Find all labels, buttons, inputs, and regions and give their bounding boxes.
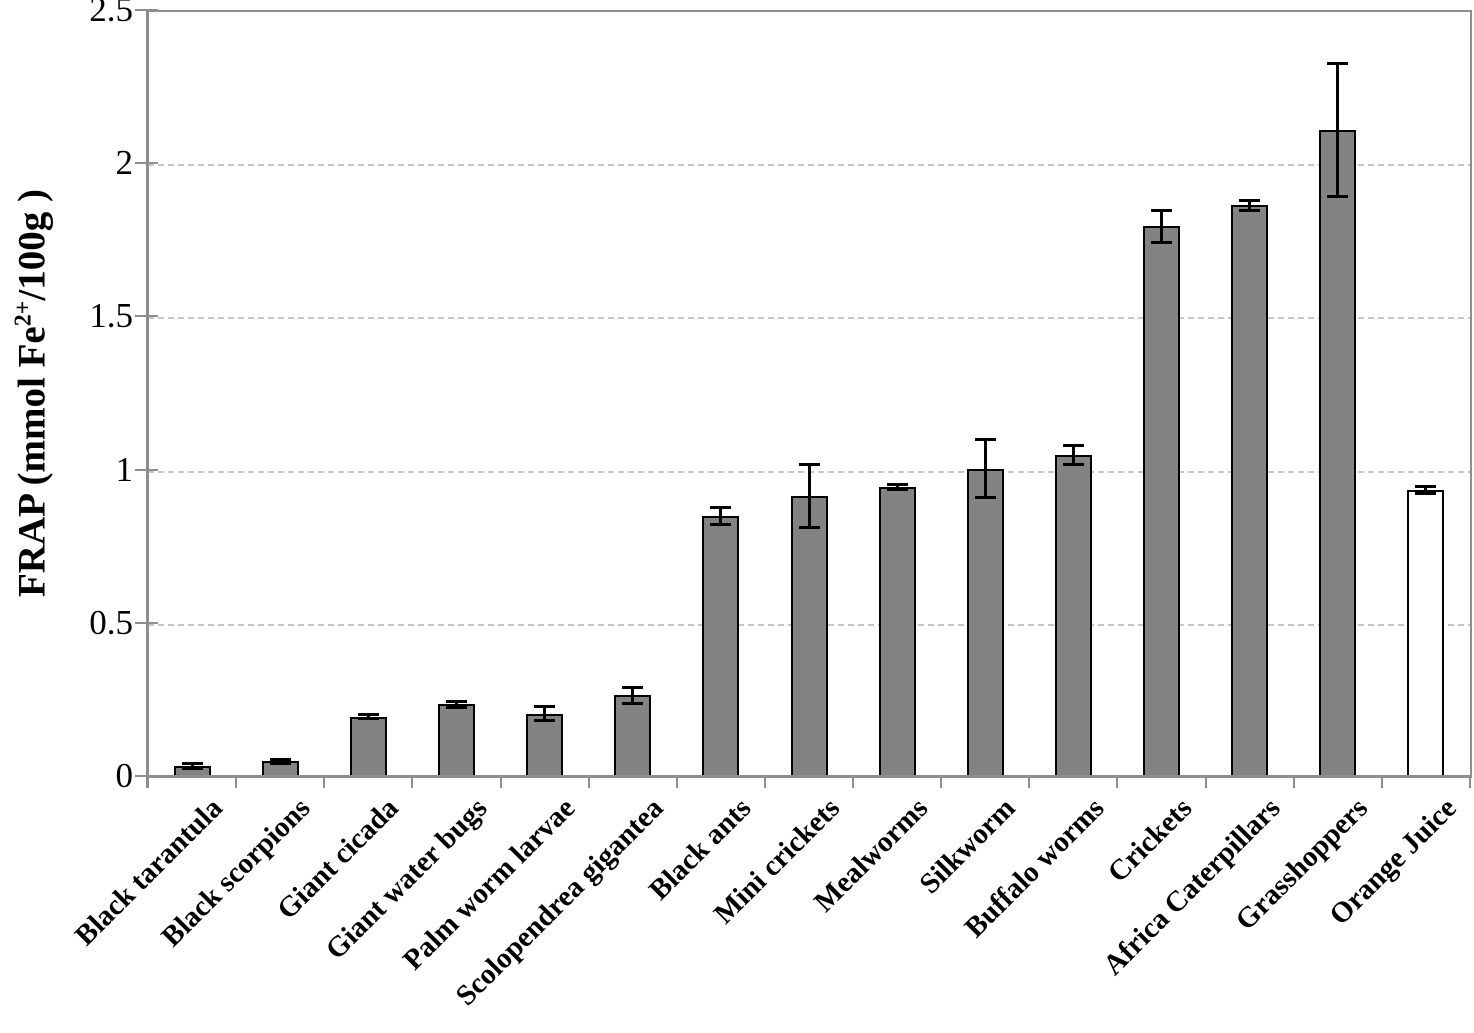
error-bar-cap-top	[357, 713, 379, 717]
error-bar	[454, 700, 458, 709]
y-tick-label: 1.5	[89, 296, 133, 336]
error-bar-cap-top	[622, 685, 644, 689]
error-bar	[895, 483, 899, 490]
bar	[1231, 205, 1269, 778]
y-tick-label: 2	[115, 143, 134, 183]
error-bar-cap-bottom	[886, 487, 908, 491]
error-bar	[543, 705, 547, 722]
error-bar-cap-top	[1062, 443, 1084, 447]
error-bar	[278, 758, 282, 764]
y-axis-title: FRAP (mmol Fe2+/100g )	[10, 189, 55, 597]
error-bar	[366, 714, 370, 720]
error-bar-cap-bottom	[181, 766, 203, 770]
x-axis-tick	[1204, 776, 1207, 788]
error-bar-cap-bottom	[710, 523, 732, 527]
x-axis-tick	[1116, 776, 1119, 788]
error-bar-cap-top	[974, 438, 996, 442]
error-bar-cap-top	[1239, 198, 1261, 202]
x-axis-tick	[940, 776, 943, 788]
error-bar	[1248, 199, 1252, 211]
y-axis-tick-0.5	[135, 621, 158, 624]
x-axis-tick	[1028, 776, 1031, 788]
y-axis-tick-2	[135, 162, 158, 165]
y-axis-tick-2.5	[135, 9, 158, 11]
y-axis-title-suffix: /100g )	[10, 188, 54, 301]
error-bar-cap-bottom	[1327, 195, 1349, 199]
error-bar-cap-top	[1151, 208, 1173, 212]
bar	[702, 516, 740, 778]
error-bar	[631, 686, 635, 704]
error-bar-cap-top	[1327, 61, 1349, 65]
error-bar	[190, 762, 194, 769]
x-axis-tick	[411, 776, 414, 788]
x-axis-tick	[675, 776, 678, 788]
error-bar-cap-bottom	[1239, 208, 1261, 212]
bar	[349, 716, 387, 778]
error-bar-cap-bottom	[1415, 491, 1437, 495]
y-tick-label: 2.5	[89, 0, 133, 29]
bar	[790, 496, 828, 778]
bar	[526, 713, 564, 778]
x-axis-line	[146, 775, 1472, 778]
bar	[966, 468, 1004, 778]
error-bar-cap-top	[1415, 485, 1437, 489]
error-bar-cap-top	[534, 704, 556, 708]
x-axis-tick	[587, 776, 590, 788]
x-axis-tick	[235, 776, 238, 788]
bar	[1319, 129, 1357, 778]
y-axis-tick-0	[135, 775, 158, 777]
error-bar-cap-bottom	[798, 526, 820, 530]
error-bar-cap-bottom	[357, 717, 379, 721]
y-tick-label: 0.5	[89, 602, 133, 642]
x-axis-tick	[1292, 776, 1295, 788]
error-bar	[1424, 486, 1428, 494]
error-bar-cap-top	[269, 757, 291, 761]
error-bar-cap-bottom	[1062, 462, 1084, 466]
x-axis-tick	[147, 776, 149, 788]
y-axis-line	[146, 10, 149, 788]
error-bar	[807, 463, 811, 529]
error-bar-cap-bottom	[534, 719, 556, 723]
bar	[1054, 454, 1092, 778]
error-bar	[983, 439, 987, 498]
error-bar-cap-top	[445, 699, 467, 703]
error-bar-cap-bottom	[974, 495, 996, 499]
x-axis-tick	[763, 776, 766, 788]
gridline-1.5	[148, 317, 1470, 320]
bar	[1143, 226, 1181, 778]
plot-area	[148, 10, 1472, 778]
error-bar	[719, 506, 723, 526]
x-axis-tick	[1380, 776, 1383, 788]
bar	[614, 695, 652, 778]
x-axis-tick	[1469, 776, 1471, 788]
error-bar-cap-bottom	[622, 701, 644, 705]
x-category-label-text: Black tarantula	[68, 792, 229, 952]
gridline-2	[148, 164, 1470, 167]
bar	[1407, 489, 1445, 778]
bar	[878, 486, 916, 778]
error-bar-cap-top	[181, 761, 203, 765]
error-bar-cap-top	[886, 482, 908, 486]
error-bar-cap-bottom	[445, 706, 467, 710]
x-axis-tick	[852, 776, 855, 788]
error-bar-cap-top	[710, 505, 732, 509]
y-tick-label: 0	[115, 756, 134, 795]
error-bar-cap-bottom	[1151, 241, 1173, 245]
error-bar-cap-top	[798, 462, 820, 466]
x-category-label-text: Giant water bugs	[319, 792, 494, 966]
x-axis-tick	[323, 776, 326, 788]
error-bar	[1336, 62, 1340, 198]
error-bar	[1160, 209, 1164, 244]
bar	[437, 704, 475, 778]
y-tick-label: 1	[115, 449, 134, 489]
y-axis-tick-1	[135, 468, 158, 471]
y-axis-tick-1.5	[135, 315, 158, 318]
error-bar-cap-bottom	[269, 761, 291, 765]
error-bar	[1071, 444, 1075, 465]
x-axis-tick	[499, 776, 502, 788]
